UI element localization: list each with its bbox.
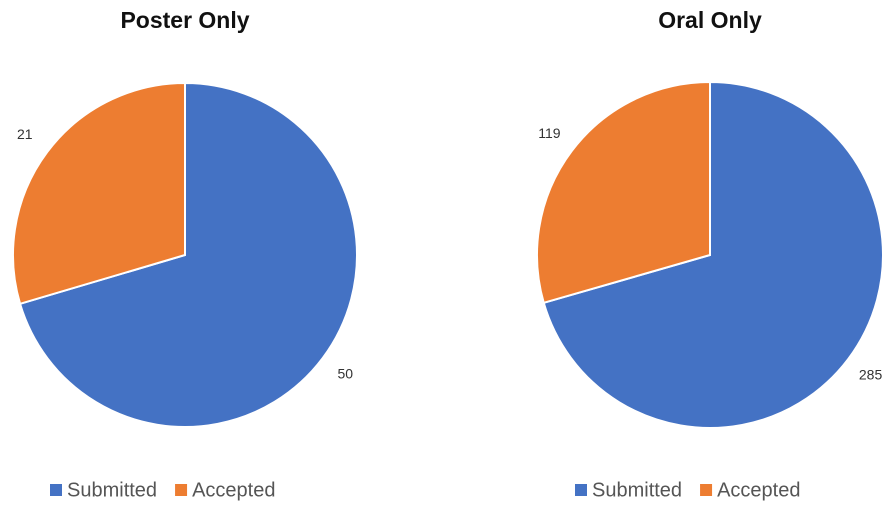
pie-slice (542, 80, 884, 429)
legend-swatch (50, 484, 62, 496)
legend-label: Submitted (592, 479, 682, 501)
chart-title: Oral Only (658, 7, 762, 33)
legend-swatch (700, 484, 713, 496)
data-label: 21 (17, 126, 33, 142)
legend-swatch (575, 484, 587, 496)
legend-label: Accepted (192, 479, 275, 501)
pie-slice (12, 81, 186, 306)
pie-slice (536, 80, 711, 305)
chart-title: Poster Only (120, 7, 249, 33)
data-label: 119 (538, 125, 561, 141)
data-label: 285 (859, 367, 883, 383)
legend-label: Accepted (717, 479, 800, 501)
pie-chart: Poster Only 50 21 Submitted Accepted (12, 7, 358, 501)
legend-swatch (175, 484, 188, 496)
data-label: 50 (337, 365, 353, 381)
legend-label: Submitted (67, 479, 157, 501)
pie-chart: Oral Only 285 119 Submitted Accepted (536, 7, 884, 501)
pie-slice (18, 81, 358, 428)
